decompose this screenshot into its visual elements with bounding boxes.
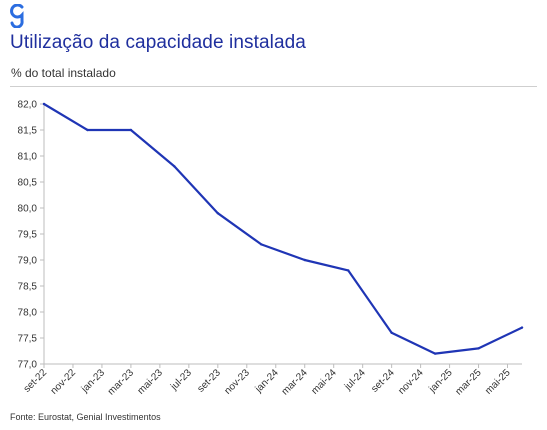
data-point bbox=[216, 212, 220, 215]
x-tick-label: mai-23 bbox=[136, 367, 166, 397]
y-tick-label: 79,5 bbox=[18, 230, 38, 241]
x-tick-label: jan-25 bbox=[427, 367, 455, 395]
chart-title: Utilização da capacidade instalada bbox=[10, 32, 306, 53]
header-divider bbox=[10, 86, 537, 87]
y-tick-label: 80,0 bbox=[18, 204, 38, 215]
y-tick-label: 82,0 bbox=[18, 100, 38, 111]
y-tick-label: 78,0 bbox=[18, 308, 38, 319]
y-tick-label: 78,5 bbox=[18, 282, 38, 293]
chart-subtitle: % do total instalado bbox=[11, 66, 116, 80]
x-tick-label: nov-23 bbox=[223, 367, 253, 397]
y-axis: 82,0 81,5 81,0 80,5 80,0 79,5 79,0 78,5 78,0 77,5… bbox=[18, 100, 45, 371]
x-tick-label: nov-22 bbox=[49, 367, 79, 397]
x-tick-label: set-24 bbox=[369, 367, 397, 395]
line-chart: 82,0 81,5 81,0 80,5 80,0 79,5 79,0 78,5 78,0 77,5… bbox=[18, 100, 524, 398]
data-point bbox=[173, 165, 176, 168]
y-tick-label: 81,0 bbox=[18, 152, 38, 163]
series-group bbox=[42, 102, 524, 355]
data-point bbox=[520, 326, 524, 329]
x-tick-label: set-22 bbox=[22, 367, 50, 395]
x-tick-label: mai-24 bbox=[309, 367, 339, 397]
y-tick-label: 80,5 bbox=[18, 178, 38, 189]
series-line bbox=[42, 102, 524, 355]
y-tick-label: 77,5 bbox=[18, 334, 38, 345]
data-point bbox=[303, 258, 306, 262]
x-tick-label: mar-24 bbox=[280, 367, 310, 397]
x-tick-label: mar-23 bbox=[106, 367, 136, 397]
y-tick-label: 81,5 bbox=[18, 126, 38, 137]
data-point bbox=[129, 128, 133, 132]
data-point bbox=[86, 128, 89, 132]
y-tick-label: 79,0 bbox=[18, 256, 38, 267]
x-tick-label: mai-25 bbox=[483, 367, 513, 397]
x-tick-label: jul-24 bbox=[342, 367, 368, 393]
data-point bbox=[346, 269, 350, 272]
x-tick-label: jan-24 bbox=[253, 367, 281, 395]
x-tick-label: set-23 bbox=[196, 367, 224, 395]
x-tick-label: mar-25 bbox=[453, 367, 483, 397]
data-point bbox=[433, 352, 437, 355]
data-point bbox=[260, 243, 263, 246]
source-note: Fonte: Eurostat, Genial Investimentos bbox=[10, 412, 161, 422]
data-point bbox=[477, 347, 480, 350]
x-tick-label: jan-23 bbox=[79, 367, 107, 395]
genial-logo bbox=[10, 4, 24, 28]
x-tick-label: jul-23 bbox=[168, 367, 194, 393]
data-point bbox=[390, 331, 393, 334]
x-tick-label: nov-24 bbox=[396, 367, 426, 397]
data-point bbox=[42, 102, 46, 106]
y-tick-label: 77,0 bbox=[18, 360, 38, 371]
